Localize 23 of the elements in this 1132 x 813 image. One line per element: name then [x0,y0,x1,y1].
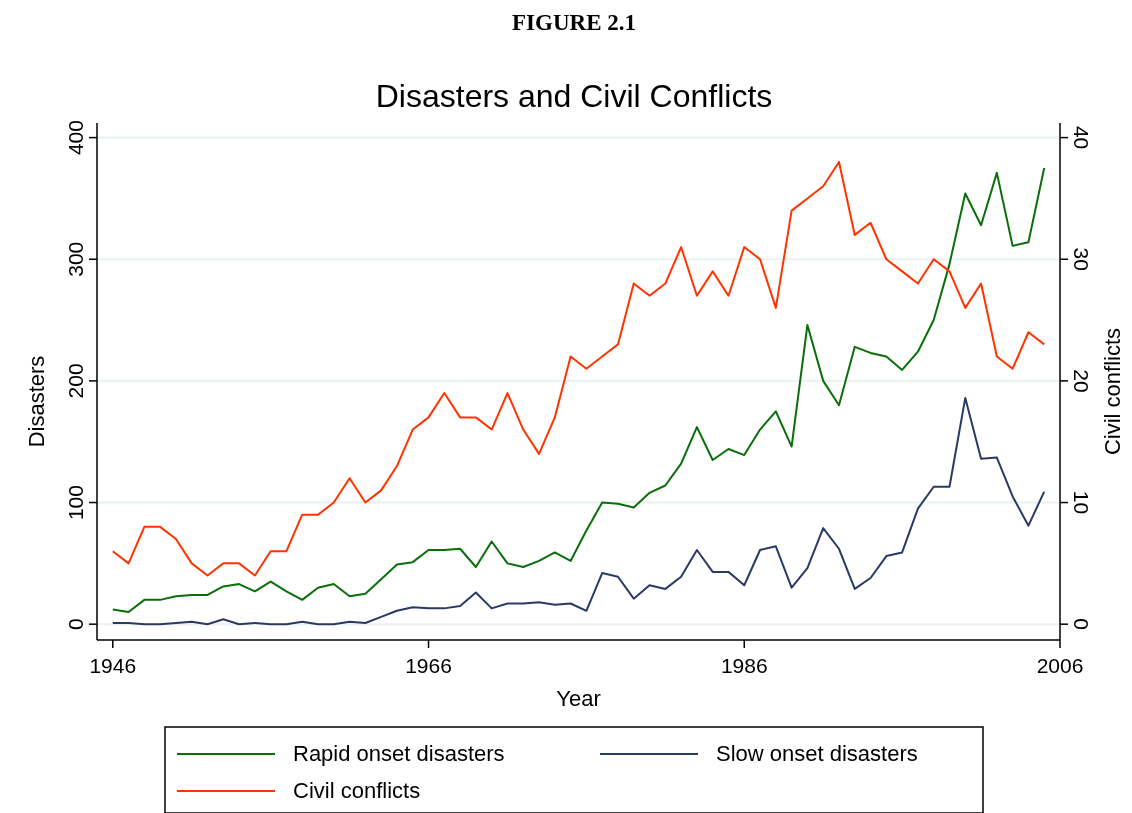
y2-tick-label: 20 [1070,369,1093,393]
chart-title: Disasters and Civil Conflicts [375,78,773,114]
x-tick-label: 1986 [720,654,768,677]
y-tick-label: 200 [64,363,87,399]
y-tick-label: 100 [64,485,87,521]
legend-label: Rapid onset disasters [293,741,505,766]
y-tick-label: 0 [64,618,87,631]
y-tick-label: 300 [64,241,87,277]
y2-tick-label: 30 [1070,247,1093,271]
legend-label: Civil conflicts [293,778,421,803]
y-axis-title: Disasters [24,355,49,448]
y2-axis-title: Civil conflicts [1100,327,1125,456]
x-tick-label: 2006 [1036,654,1084,677]
y2-tick-label: 40 [1070,125,1093,150]
x-tick-label: 1946 [89,654,137,677]
line-series [111,396,1046,626]
legend-label: Slow onset disasters [716,741,918,766]
y2-tick-label: 10 [1070,490,1093,515]
y-tick-label: 400 [64,120,87,156]
y2-tick-label: 0 [1070,618,1093,631]
caption: FIGURE 2.1 [512,10,636,35]
x-tick-label: 1966 [405,654,452,677]
x-axis-title: Year [556,686,601,711]
